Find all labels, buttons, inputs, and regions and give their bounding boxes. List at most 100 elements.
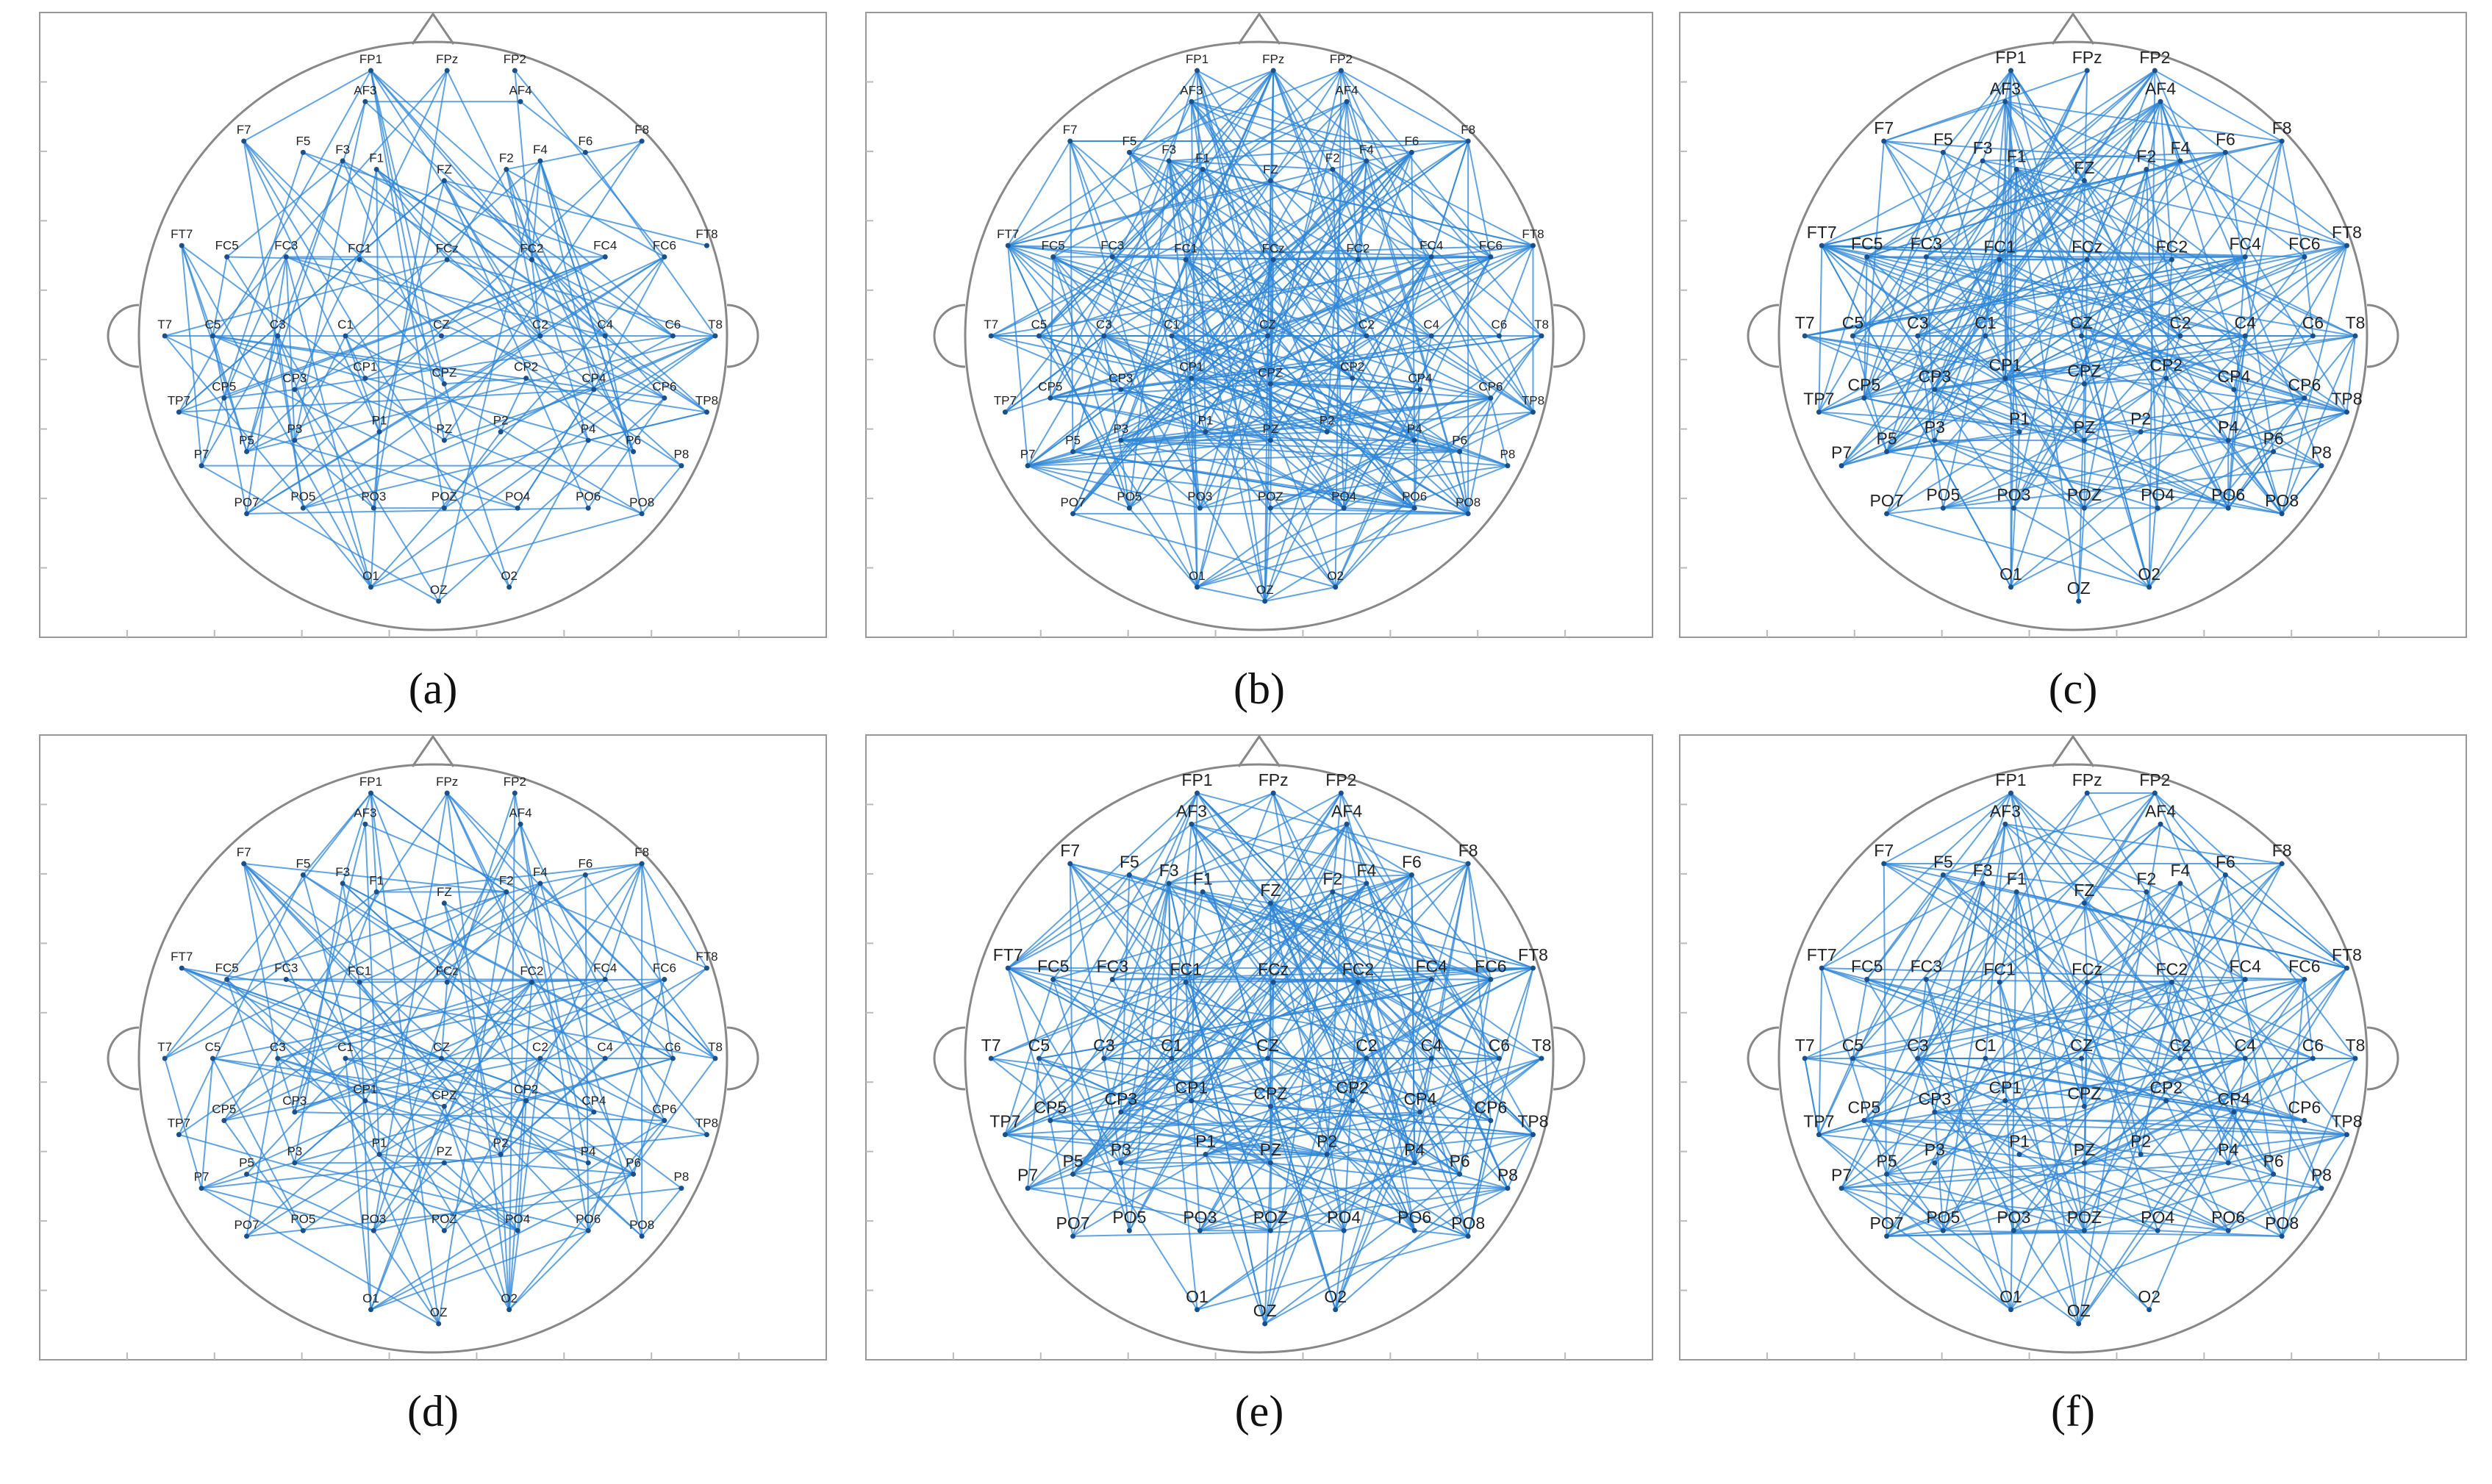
connection: [276, 101, 366, 337]
connection: [1498, 245, 1534, 337]
electrode-label: F3: [1973, 138, 1993, 157]
electrode-label: TP8: [1522, 394, 1544, 408]
connection: [1191, 101, 1432, 337]
electrode: [1118, 387, 1124, 392]
electrode: [2011, 1227, 2016, 1233]
connection: [2086, 792, 2246, 1059]
connection: [365, 1100, 589, 1164]
connection: [303, 151, 606, 258]
connection: [1069, 864, 1074, 1175]
connection: [1866, 70, 2155, 258]
connection: [223, 1058, 541, 1122]
electrode: [2155, 1227, 2160, 1233]
connection: [1191, 377, 1345, 509]
electrode: [1802, 1055, 1808, 1061]
connection: [1270, 397, 1492, 509]
connection: [1863, 398, 1888, 452]
right-ear: [2366, 1026, 2399, 1091]
connection: [1804, 1058, 1820, 1135]
electrode-label: T7: [157, 318, 172, 331]
electrode-label: FPz: [2072, 770, 2102, 789]
connection: [226, 979, 296, 1164]
electrode: [2242, 254, 2248, 259]
connection: [1819, 256, 2246, 413]
connection: [540, 863, 642, 884]
connection: [303, 411, 707, 509]
electrode: [662, 395, 667, 401]
electrode-label: FP1: [1995, 770, 2026, 789]
electrode-label: TP8: [2331, 390, 2362, 409]
connection: [1335, 1133, 1534, 1311]
connection: [1196, 792, 1492, 1122]
connection: [1821, 967, 1888, 1175]
electrode: [373, 166, 379, 172]
connection: [1934, 180, 2085, 390]
electrode-label: PZ: [436, 422, 452, 436]
electrode-label: FC2: [520, 241, 543, 255]
connection: [1340, 70, 1492, 258]
connection: [1103, 335, 1328, 433]
connection: [1168, 160, 1336, 588]
connection: [1934, 335, 2246, 390]
electrode: [1203, 429, 1209, 435]
electrode: [1364, 881, 1369, 886]
connection: [539, 883, 643, 1237]
connection: [446, 823, 521, 983]
electrode-label: P1: [1198, 414, 1214, 428]
connection: [641, 863, 708, 969]
electrode: [300, 1227, 306, 1233]
electrode: [1189, 376, 1195, 381]
connection: [373, 1162, 445, 1231]
electrode-label: F4: [2170, 138, 2190, 157]
connection: [294, 440, 375, 509]
connection: [178, 70, 372, 413]
electrode: [1109, 976, 1115, 982]
connection: [1128, 507, 1198, 588]
electrode: [1126, 1227, 1132, 1233]
electrode: [1408, 872, 1414, 878]
electrode-label: C2: [1356, 1036, 1377, 1055]
connection: [2084, 431, 2141, 442]
electrode-label: TP8: [1517, 1112, 1548, 1131]
electrode: [2279, 511, 2285, 517]
connection: [1886, 377, 2006, 515]
connection: [1916, 891, 2018, 1059]
connection: [181, 245, 248, 452]
electrode-label: PO4: [505, 1212, 530, 1226]
connection: [1863, 981, 2172, 1122]
connection: [1120, 259, 1187, 441]
electrode-label: P8: [674, 1170, 690, 1184]
connection: [1917, 259, 2088, 337]
connection: [1343, 256, 1492, 509]
connection: [1264, 507, 1415, 602]
nose: [1237, 12, 1281, 45]
electrode: [2163, 376, 2169, 381]
connection: [1805, 256, 2246, 337]
connection: [1999, 259, 2021, 432]
electrode: [1932, 1160, 1938, 1166]
connection: [2005, 377, 2229, 442]
electrode-label: C4: [597, 1040, 613, 1054]
connection: [293, 883, 344, 1164]
electrode: [444, 790, 450, 796]
electrode: [1267, 1227, 1273, 1233]
electrode: [1884, 1171, 1890, 1177]
connection: [2016, 892, 2085, 1107]
electrode-label: F8: [1461, 123, 1475, 137]
electrode: [1330, 889, 1336, 895]
connection: [2013, 507, 2150, 588]
electrode-label: AF4: [2145, 801, 2176, 820]
connection: [1169, 140, 1469, 162]
electrode-label: FC5: [1042, 238, 1065, 252]
connection: [2233, 335, 2246, 390]
electrode: [1350, 376, 1356, 381]
connection: [1270, 70, 1342, 384]
connection: [277, 981, 532, 1059]
connection: [178, 883, 541, 1136]
electrode-label: FC6: [2288, 234, 2320, 253]
electrode: [1270, 68, 1276, 74]
connection: [212, 335, 642, 515]
electrode: [210, 1055, 215, 1061]
electrode-label: C5: [205, 318, 221, 331]
